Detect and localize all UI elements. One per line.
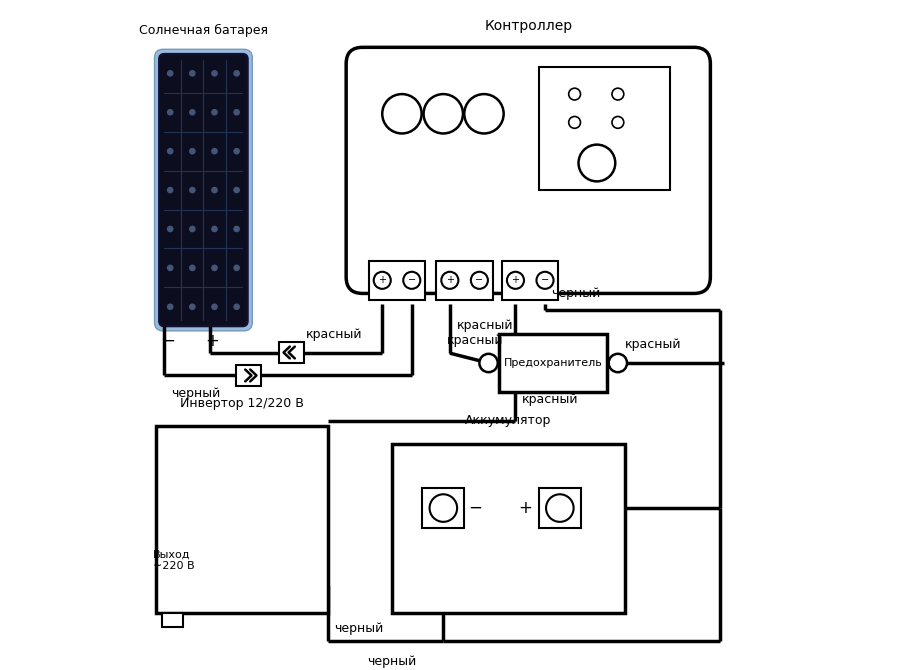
Circle shape bbox=[403, 272, 420, 289]
Text: Инвертор 12/220 В: Инвертор 12/220 В bbox=[180, 397, 303, 409]
Text: +: + bbox=[512, 275, 519, 285]
Bar bbox=[436, 261, 493, 300]
Text: красный: красный bbox=[446, 334, 503, 346]
Text: −: − bbox=[408, 275, 416, 285]
Text: Предохранитель: Предохранитель bbox=[503, 358, 603, 368]
Text: красный: красный bbox=[522, 393, 578, 406]
Circle shape bbox=[212, 265, 217, 271]
Circle shape bbox=[546, 494, 573, 522]
Text: красный: красный bbox=[456, 318, 513, 332]
Circle shape bbox=[190, 110, 195, 115]
Circle shape bbox=[212, 71, 217, 76]
Circle shape bbox=[537, 272, 553, 289]
Circle shape bbox=[168, 71, 172, 76]
Bar bbox=[162, 613, 183, 628]
Circle shape bbox=[234, 304, 239, 310]
Text: +: + bbox=[518, 499, 532, 517]
Circle shape bbox=[234, 149, 239, 154]
FancyBboxPatch shape bbox=[346, 48, 710, 293]
Circle shape bbox=[190, 71, 195, 76]
Circle shape bbox=[212, 304, 217, 310]
Circle shape bbox=[507, 272, 524, 289]
Text: Выход
~220 В: Выход ~220 В bbox=[152, 550, 195, 572]
Circle shape bbox=[168, 188, 172, 193]
FancyBboxPatch shape bbox=[160, 54, 248, 326]
Circle shape bbox=[479, 354, 498, 373]
Text: черный: черный bbox=[335, 622, 384, 635]
Text: красный: красный bbox=[306, 328, 362, 340]
Circle shape bbox=[612, 117, 624, 128]
FancyBboxPatch shape bbox=[155, 50, 253, 331]
Text: черный: черный bbox=[368, 655, 417, 668]
Bar bbox=[499, 334, 608, 392]
Circle shape bbox=[234, 188, 239, 193]
Circle shape bbox=[190, 265, 195, 271]
Circle shape bbox=[190, 149, 195, 154]
Text: красный: красный bbox=[624, 338, 681, 351]
Text: −: − bbox=[541, 275, 550, 285]
Bar bbox=[156, 426, 328, 613]
Text: −: − bbox=[468, 499, 482, 517]
Text: +: + bbox=[378, 275, 386, 285]
Text: Контроллер: Контроллер bbox=[484, 19, 573, 33]
Circle shape bbox=[423, 94, 463, 133]
Circle shape bbox=[168, 226, 172, 232]
Circle shape bbox=[612, 88, 624, 100]
Circle shape bbox=[234, 226, 239, 232]
Bar bbox=[422, 488, 465, 528]
Text: Солнечная батарея: Солнечная батарея bbox=[139, 24, 268, 38]
Circle shape bbox=[578, 145, 615, 182]
Circle shape bbox=[212, 226, 217, 232]
Circle shape bbox=[234, 71, 239, 76]
Circle shape bbox=[442, 272, 458, 289]
Circle shape bbox=[168, 265, 172, 271]
Circle shape bbox=[383, 94, 421, 133]
Circle shape bbox=[373, 272, 391, 289]
Circle shape bbox=[609, 354, 627, 373]
Circle shape bbox=[465, 94, 503, 133]
Circle shape bbox=[234, 110, 239, 115]
Text: +: + bbox=[206, 332, 219, 350]
Text: Аккумулятор: Аккумулятор bbox=[466, 414, 551, 427]
Circle shape bbox=[190, 226, 195, 232]
Bar bbox=[538, 488, 581, 528]
Circle shape bbox=[190, 304, 195, 310]
Circle shape bbox=[569, 117, 581, 128]
Text: +: + bbox=[446, 275, 454, 285]
Circle shape bbox=[212, 188, 217, 193]
Circle shape bbox=[471, 272, 488, 289]
Circle shape bbox=[190, 188, 195, 193]
Text: −: − bbox=[161, 332, 175, 350]
Circle shape bbox=[212, 110, 217, 115]
Bar bbox=[369, 261, 425, 300]
Text: черный: черный bbox=[551, 287, 601, 300]
Circle shape bbox=[430, 494, 457, 522]
Circle shape bbox=[212, 149, 217, 154]
Bar bbox=[279, 342, 304, 363]
Text: −: − bbox=[476, 275, 483, 285]
Circle shape bbox=[168, 149, 172, 154]
Bar bbox=[539, 67, 670, 190]
Bar bbox=[236, 365, 261, 386]
Text: черный: черный bbox=[171, 387, 220, 400]
Circle shape bbox=[168, 110, 172, 115]
Bar bbox=[392, 444, 625, 613]
Circle shape bbox=[234, 265, 239, 271]
Circle shape bbox=[569, 88, 581, 100]
Bar bbox=[502, 261, 559, 300]
Circle shape bbox=[168, 304, 172, 310]
